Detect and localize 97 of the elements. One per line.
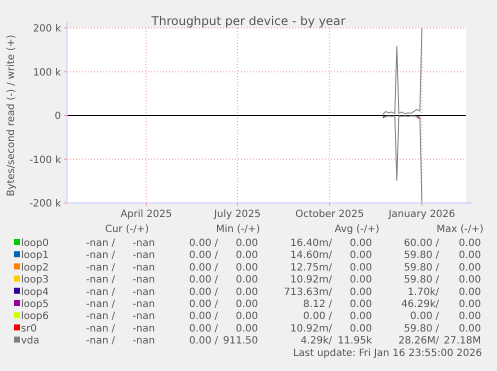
legend-label: loop5 [21,299,49,310]
text: 0.00 [350,262,372,274]
text: 0.00 [458,286,481,298]
text: 0.00 [458,274,481,286]
text: 0.00 / [189,250,219,262]
text: 0.00 [458,262,481,274]
text: 0.00 [236,311,258,322]
text: -nan [132,311,155,322]
text: 0.00 [458,323,481,334]
text: 11.95k [338,336,372,347]
text: 0.00 [458,311,481,322]
legend-label: loop2 [21,262,49,274]
legend-label: vda [21,336,40,347]
text: -nan [132,238,155,249]
text: -nan / [86,238,116,249]
text: 12.75m/ [290,262,333,274]
text: Avg (-/+) [334,224,380,235]
text: 28.26M/ [398,336,440,347]
text: 0.00 [350,250,372,262]
text: 59.80 / [404,274,440,286]
text: 0.00 [236,299,258,310]
text: 0.00 [236,286,258,298]
text: 59.80 / [404,323,440,334]
x-tick-label: July 2025 [213,209,261,220]
text: 0.00 [350,274,372,286]
text: -nan [132,286,155,298]
text: 0.00 / [303,311,333,322]
text: 59.80 / [404,250,440,262]
y-tick-label: 0 [54,111,61,122]
text: 0.00 / [189,299,219,310]
x-tick-label: January 2026 [388,209,456,220]
y-tick-label: 100 k [32,67,62,78]
text: -nan [132,323,155,334]
x-tick-label: April 2025 [120,209,172,220]
text: 8.12 / [303,299,333,310]
text: 16.40m/ [290,238,333,249]
text: 0.00 / [189,336,219,347]
text: 46.29k/ [401,299,440,310]
chart-title: Throughput per device - by year [150,14,346,28]
text: 1.70k/ [408,286,440,298]
text: Max (-/+) [436,224,484,235]
text: 4.29k/ [300,336,333,347]
text: 0.00 [236,250,258,262]
y-axis-title: Bytes/second read (-) / write (+) [6,34,17,196]
text: 911.50 [223,336,258,347]
text: -nan / [86,311,116,322]
text: -nan / [86,336,116,347]
text: Min (-/+) [216,224,260,235]
text: 0.00 [458,299,481,310]
text: -nan / [86,286,116,298]
text: Last update: Fri Jan 16 23:55:00 2026 [293,348,482,359]
y-tick-label: -200 k [29,198,62,210]
legend-label: loop1 [21,250,49,262]
text: 0.00 / [189,262,219,274]
text: -nan / [86,250,116,262]
legend-label: loop6 [21,311,49,322]
text: 0.00 [236,323,258,334]
text: 713.63m/ [284,286,333,298]
text: 0.00 [350,238,372,249]
x-tick-label: October 2025 [295,209,364,220]
text: -nan [132,262,155,274]
text: -nan [132,336,155,347]
text: 0.00 [458,238,481,249]
text: -nan / [86,262,116,274]
text: -nan [132,250,155,262]
text: -nan / [86,323,116,334]
y-tick-label: -100 k [29,154,62,166]
text: Cur (-/+) [105,224,149,235]
text: 60.00 / [404,238,440,249]
text: 0.00 [350,299,372,310]
text: 27.18M [444,336,481,347]
text: -nan [132,274,155,286]
text: 0.00 [236,262,258,274]
text: 0.00 / [410,311,440,322]
text: 0.00 / [189,311,219,322]
text: 0.00 [458,250,481,262]
legend-label: loop4 [21,286,49,298]
text: 0.00 / [189,286,219,298]
text: 59.80 / [404,262,440,274]
text: 10.92m/ [290,323,333,334]
text: 14.60m/ [290,250,333,262]
text: 0.00 / [189,274,219,286]
text: 0.00 [350,286,372,298]
text: 0.00 / [189,323,219,334]
text: -nan / [86,299,116,310]
text: 0.00 / [189,238,219,249]
text: 0.00 [236,274,258,286]
y-tick-label: 200 k [32,24,62,34]
legend-label: loop3 [21,274,49,286]
legend-label: sr0 [21,323,37,334]
text: 0.00 [350,311,372,322]
text: 0.00 [236,238,258,249]
text: -nan [132,299,155,310]
text: 10.92m/ [290,274,333,286]
text: 0.00 [350,323,372,334]
text: -nan / [86,274,116,286]
legend-label: loop0 [21,238,49,249]
